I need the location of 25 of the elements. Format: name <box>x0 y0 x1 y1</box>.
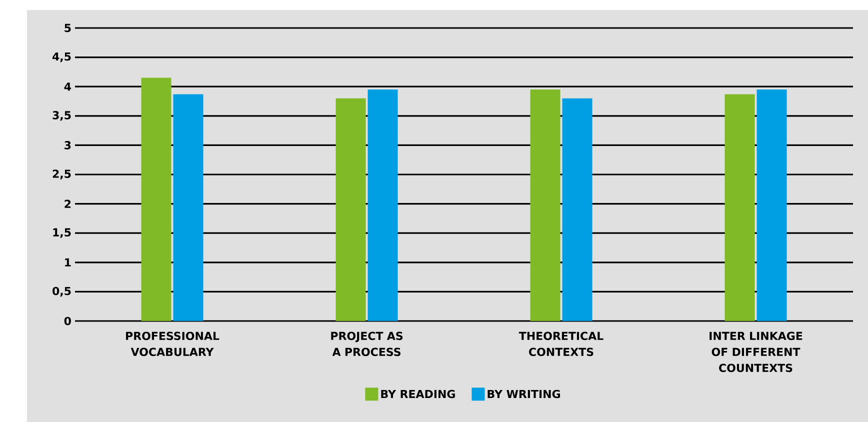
y-tick-label: 1,5 <box>53 228 71 238</box>
y-tick-label: 0,5 <box>52 286 71 297</box>
y-tick-label: 1 <box>65 258 71 266</box>
y-tick-label: 3 <box>64 141 71 150</box>
y-tick-label: 2 <box>64 200 71 208</box>
x-tick-label: THEORETICAL CONTEXTS <box>518 332 604 356</box>
legend-label: BY WRITING <box>488 390 560 398</box>
bar <box>724 94 755 321</box>
y-tick-label: 4,5 <box>52 52 71 62</box>
bar <box>530 90 560 321</box>
bar <box>368 90 398 321</box>
bar <box>756 90 787 321</box>
bar <box>336 98 366 321</box>
x-tick-label: INTER LINKAGE OF DIFFERENT COUNTEXTS <box>710 332 802 372</box>
x-tick-label: PROJECT AS A PROCESS <box>331 332 403 356</box>
legend-label: BY READING <box>381 390 455 398</box>
bar <box>562 98 592 321</box>
y-tick-label: 5 <box>64 24 71 32</box>
bar <box>141 78 172 321</box>
y-tick-label: 3,5 <box>52 111 71 121</box>
y-tick-label: 0 <box>64 316 71 326</box>
y-tick-label: 2,5 <box>52 170 71 180</box>
y-tick-label: 4 <box>64 82 71 91</box>
x-tick-label: PROFESSIONAL VOCABULARY <box>126 332 220 356</box>
bar <box>173 94 204 321</box>
